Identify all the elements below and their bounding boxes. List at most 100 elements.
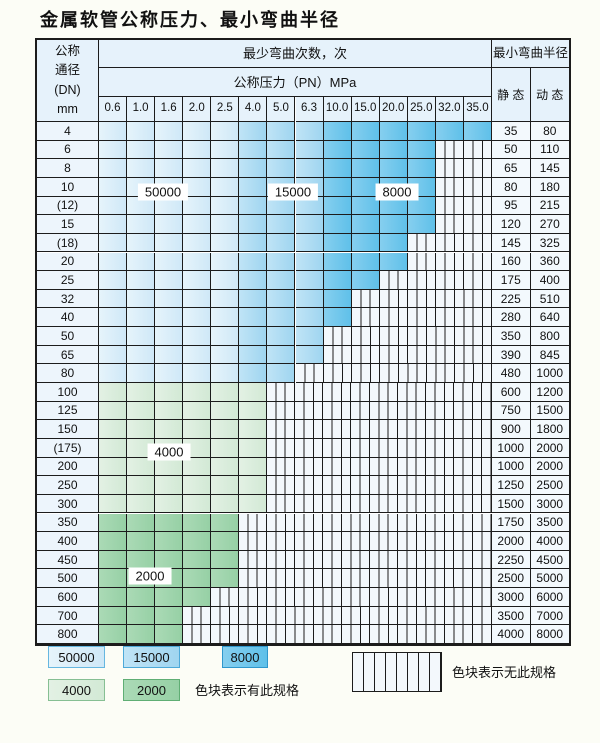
static-radius-value: 50: [492, 140, 531, 160]
dn-label: 8: [37, 159, 99, 178]
grid-cell: [267, 122, 296, 141]
pn-header: 公称压力（PN）MPa: [99, 68, 492, 97]
static-radius-value: 120: [492, 215, 531, 234]
dn-header-line: 通径: [54, 63, 80, 78]
grid-cell: [99, 289, 128, 309]
dynamic-radius-value: 6000: [530, 588, 569, 607]
pn-column-label: 32.0: [435, 97, 464, 122]
dynamic-radius-value: 2500: [530, 476, 569, 495]
grid-cell: [435, 122, 464, 141]
pn-column-label: 35.0: [463, 97, 492, 122]
dn-label: 40: [37, 308, 99, 328]
dn-header-line: 公称: [54, 43, 80, 58]
grid-cell: [295, 196, 324, 216]
no-spec-hatch: [239, 513, 492, 533]
grid-cell: [379, 233, 408, 253]
dn-label: 25: [37, 271, 99, 290]
grid-cell: [211, 401, 240, 421]
dynamic-radius-value: 1200: [530, 383, 569, 402]
grid-cell: [99, 252, 128, 272]
dn-label: 32: [37, 289, 99, 309]
dn-label: 350: [37, 513, 99, 533]
grid-cell: [183, 327, 212, 346]
no-spec-hatch: [211, 588, 492, 607]
grid-cell: [155, 420, 184, 439]
grid-cell: [267, 215, 296, 234]
grid-cell: [323, 308, 352, 328]
grid-cell: [127, 588, 156, 607]
grid-cell: [183, 364, 212, 383]
legend-no-spec-sample: [352, 652, 442, 692]
grid-cell: [239, 364, 268, 383]
dynamic-radius-value: 3000: [530, 494, 569, 514]
grid-cell: [351, 271, 380, 290]
grid-cell: [127, 289, 156, 309]
no-spec-hatch: [267, 494, 492, 514]
grid-cell: [407, 215, 436, 234]
grid-cell: [211, 308, 240, 328]
grid-cell: [379, 196, 408, 216]
grid-cell: [295, 308, 324, 328]
grid-cell: [155, 140, 184, 160]
grid-cell: [295, 215, 324, 234]
grid-cell: [183, 532, 212, 551]
grid-cell: [99, 401, 128, 421]
grid-cell: [155, 233, 184, 253]
grid-cell: [99, 532, 128, 551]
grid-cell: [155, 476, 184, 495]
dynamic-radius-value: 360: [530, 252, 569, 272]
dn-label: 6: [37, 140, 99, 160]
dn-label: (18): [37, 233, 99, 253]
grid-cell: [183, 588, 212, 607]
dn-label: 50: [37, 327, 99, 346]
grid-cell: [99, 588, 128, 607]
grid-cell: [183, 177, 212, 197]
grid-cell: [295, 122, 324, 141]
no-spec-hatch: [435, 196, 492, 216]
grid-cell: [183, 383, 212, 402]
grid-cell: [99, 457, 128, 477]
dynamic-radius-value: 510: [530, 289, 569, 309]
grid-cell: [211, 476, 240, 495]
grid-cell: [239, 271, 268, 290]
no-spec-hatch: [323, 345, 492, 365]
legend-block-2000: 2000: [123, 679, 180, 701]
grid-cell: [239, 420, 268, 439]
grid-cell: [323, 215, 352, 234]
cycles-overlay-label: 50000: [137, 183, 189, 201]
grid-cell: [99, 177, 128, 197]
grid-cell: [351, 122, 380, 141]
dn-label: 200: [37, 457, 99, 477]
grid-cell: [211, 289, 240, 309]
no-spec-hatch: [267, 457, 492, 477]
grid-cell: [323, 271, 352, 290]
grid-cell: [295, 345, 324, 365]
static-radius-value: 2000: [492, 532, 531, 551]
grid-cell: [267, 345, 296, 365]
dn-label: 15: [37, 215, 99, 234]
grid-cell: [351, 140, 380, 160]
grid-cell: [183, 233, 212, 253]
no-spec-hatch: [351, 308, 492, 328]
static-radius-value: 2250: [492, 550, 531, 570]
grid-cell: [323, 177, 352, 197]
grid-cell: [239, 383, 268, 402]
dynamic-radius-value: 2000: [530, 457, 569, 477]
grid-cell: [99, 122, 128, 141]
grid-cell: [127, 513, 156, 533]
dn-label: 450: [37, 550, 99, 570]
grid-cell: [239, 196, 268, 216]
no-spec-hatch: [435, 177, 492, 197]
static-radius-value: 750: [492, 401, 531, 421]
grid-cell: [155, 196, 184, 216]
dn-header-line: (DN): [54, 82, 81, 97]
grid-cell: [379, 122, 408, 141]
static-radius-value: 350: [492, 327, 531, 346]
dn-header-line: mm: [57, 101, 78, 116]
grid-cell: [183, 494, 212, 514]
grid-cell: [99, 494, 128, 514]
no-spec-hatch: [267, 438, 492, 458]
grid-cell: [379, 159, 408, 178]
static-radius-value: 1750: [492, 513, 531, 533]
no-spec-hatch: [239, 532, 492, 551]
